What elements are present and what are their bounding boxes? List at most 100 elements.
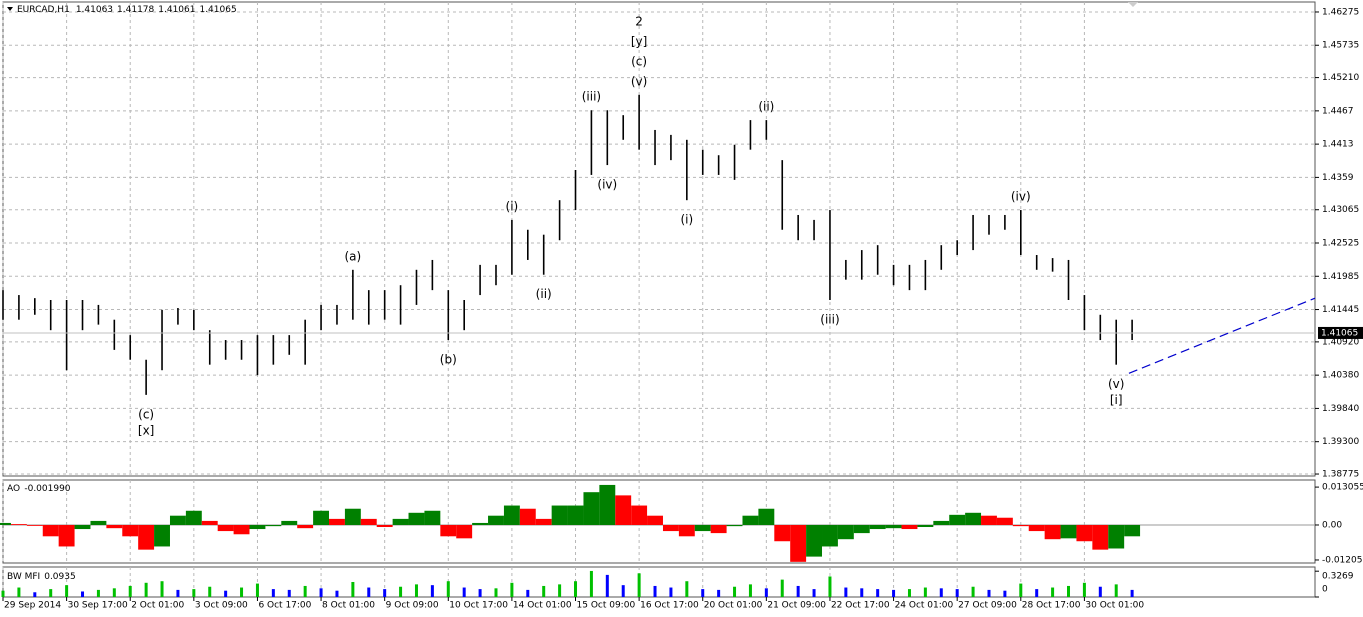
mfi-bar bbox=[144, 582, 148, 597]
wave-label: (i) bbox=[506, 199, 519, 213]
mfi-bar bbox=[430, 585, 434, 597]
symbol: EURCAD,H1 bbox=[17, 5, 70, 15]
y-tick-label: 1.40920 bbox=[1322, 337, 1359, 347]
x-tick-label: 9 Oct 09:00 bbox=[386, 601, 439, 611]
wave-label: (iii) bbox=[820, 312, 839, 326]
ao-bar bbox=[122, 524, 139, 537]
x-tick-label: 20 Oct 01:00 bbox=[704, 601, 763, 611]
ao-bar bbox=[599, 484, 616, 525]
mfi-bar bbox=[192, 589, 196, 597]
ao-bar bbox=[551, 505, 568, 525]
mfi-bar bbox=[383, 589, 387, 597]
mfi-bar bbox=[1, 590, 5, 597]
y-tick-label: 1.45210 bbox=[1322, 73, 1359, 83]
ao-bar bbox=[678, 524, 695, 537]
ao-bar bbox=[615, 495, 632, 525]
y-tick-label: 1.39300 bbox=[1322, 437, 1359, 447]
ao-bar bbox=[297, 524, 314, 529]
ao-current: -0.001990 bbox=[24, 484, 70, 494]
ao-bar bbox=[965, 512, 982, 525]
ao-bar bbox=[376, 524, 393, 528]
y-tick-label: -0.012055 bbox=[1322, 555, 1363, 565]
mfi-bar bbox=[589, 570, 593, 597]
mfi-bar bbox=[1035, 589, 1039, 597]
mfi-bar bbox=[367, 587, 371, 597]
mfi-bar bbox=[208, 586, 212, 597]
main-panel bbox=[2, 1, 1316, 477]
ao-bar bbox=[1092, 524, 1109, 550]
x-tick-label: 21 Oct 09:00 bbox=[767, 601, 826, 611]
y-tick-label: 0.00 bbox=[1322, 520, 1342, 530]
x-tick-label: 24 Oct 01:00 bbox=[895, 601, 954, 611]
ao-bar bbox=[0, 522, 11, 525]
ao-header: AO -0.001990 bbox=[7, 484, 71, 494]
x-tick-label: 28 Oct 17:00 bbox=[1022, 601, 1081, 611]
x-tick-label: 15 Oct 09:00 bbox=[577, 601, 636, 611]
ao-bar bbox=[933, 520, 950, 525]
ao-bar bbox=[694, 524, 711, 532]
ao-bar bbox=[949, 514, 966, 525]
mfi-bar bbox=[478, 589, 482, 597]
ao-bar bbox=[424, 510, 441, 525]
ao-bar bbox=[392, 518, 409, 525]
y-tick-label: 1.41445 bbox=[1322, 305, 1359, 315]
x-tick-label: 27 Oct 09:00 bbox=[958, 601, 1017, 611]
x-tick-label: 2 Oct 01:00 bbox=[131, 601, 184, 611]
ao-bar bbox=[726, 524, 743, 527]
ao-bar bbox=[217, 524, 234, 532]
quote-close: 1.41065 bbox=[199, 5, 236, 15]
ao-bar bbox=[344, 508, 361, 525]
ao-bar bbox=[472, 522, 489, 525]
mfi-bar bbox=[1003, 590, 1007, 597]
y-tick-label: 1.40380 bbox=[1322, 371, 1359, 381]
mfi-bar bbox=[240, 587, 244, 597]
ao-bar bbox=[1012, 524, 1029, 527]
mfi-bar bbox=[748, 584, 752, 597]
ao-bar bbox=[853, 524, 870, 534]
wave-label: [i] bbox=[1110, 393, 1123, 407]
ao-bar bbox=[185, 510, 202, 525]
mfi-bar bbox=[971, 586, 975, 597]
mfi-bar bbox=[780, 579, 784, 597]
mfi-bar bbox=[128, 585, 132, 597]
ao-bar bbox=[488, 515, 504, 525]
mfi-bar bbox=[1067, 585, 1071, 597]
mfi-bar bbox=[701, 589, 705, 597]
y-tick-label: 1.41985 bbox=[1322, 272, 1359, 282]
ao-bar bbox=[329, 518, 345, 525]
mfi-bar bbox=[399, 586, 403, 597]
mfi-bar bbox=[351, 582, 355, 597]
ao-bar bbox=[567, 505, 584, 525]
ao-bar bbox=[758, 508, 775, 525]
mfi-bar bbox=[112, 588, 116, 597]
ao-bar bbox=[233, 524, 250, 535]
ao-bar bbox=[901, 524, 918, 530]
y-tick-label: 0.3269 bbox=[1322, 572, 1354, 582]
ao-bar bbox=[1076, 524, 1093, 542]
ao-title: AO bbox=[7, 484, 20, 494]
mfi-bar bbox=[717, 589, 721, 597]
x-tick-label: 10 Oct 17:00 bbox=[449, 601, 508, 611]
mfi-bar bbox=[319, 588, 323, 597]
ao-bar bbox=[249, 524, 266, 530]
wave-label: 2 bbox=[635, 14, 643, 28]
mfi-bar bbox=[287, 589, 291, 597]
mfi-bar bbox=[1051, 587, 1055, 597]
mfi-bar bbox=[255, 583, 259, 597]
mfi-bar bbox=[17, 587, 21, 597]
menu-arrow[interactable] bbox=[7, 7, 13, 11]
y-tick-label: 1.43065 bbox=[1322, 205, 1359, 215]
mfi-bar bbox=[1098, 586, 1102, 597]
ao-bar bbox=[106, 524, 123, 529]
mfi-bar bbox=[939, 588, 943, 597]
wave-label: (c) bbox=[631, 54, 647, 68]
ao-bar bbox=[1108, 524, 1125, 549]
mfi-bar bbox=[637, 573, 641, 597]
mfi-bar bbox=[33, 592, 37, 597]
wave-label: (iv) bbox=[597, 178, 617, 192]
mfi-bar bbox=[81, 591, 85, 597]
mfi-bar bbox=[653, 585, 657, 597]
ao-bar bbox=[806, 524, 823, 557]
wave-label: (v) bbox=[1108, 377, 1124, 391]
